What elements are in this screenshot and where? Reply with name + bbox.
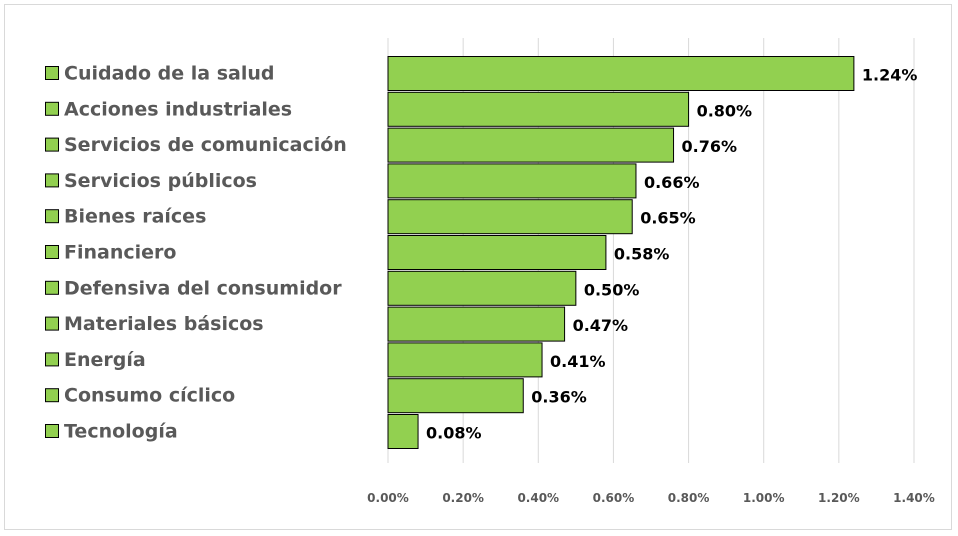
category-label: Energía bbox=[64, 349, 146, 371]
legend-swatch bbox=[45, 137, 59, 152]
value-label: 0.47% bbox=[573, 316, 629, 335]
value-label: 0.80% bbox=[697, 101, 753, 120]
value-label: 0.65% bbox=[640, 209, 696, 228]
bar bbox=[387, 378, 524, 414]
legend-swatch bbox=[45, 424, 59, 438]
category-label: Consumo cíclico bbox=[64, 385, 235, 407]
legend-swatch bbox=[45, 209, 59, 224]
value-label: 0.41% bbox=[550, 352, 606, 371]
x-tick-label: 1.00% bbox=[743, 491, 785, 505]
value-label: 0.66% bbox=[644, 173, 700, 192]
category-legend: Cuidado de la salud Acciones industriales… bbox=[45, 63, 347, 443]
category-label: Materiales básicos bbox=[64, 313, 264, 335]
legend-swatch bbox=[45, 388, 59, 403]
legend-swatch bbox=[45, 173, 59, 188]
value-labels: 1.24% 0.80% 0.76% 0.66% 0.65% 0.58% 0.50% 0.47%… bbox=[426, 66, 917, 443]
category-label: Acciones industriales bbox=[64, 98, 292, 120]
x-tick-label: 0.40% bbox=[517, 491, 559, 505]
bar bbox=[387, 127, 675, 163]
category-label: Tecnología bbox=[64, 421, 178, 443]
category-label: Defensiva del consumidor bbox=[64, 277, 342, 299]
value-label: 0.08% bbox=[426, 424, 482, 443]
x-tick-label: 0.20% bbox=[442, 491, 484, 505]
value-label: 0.50% bbox=[584, 280, 640, 299]
value-label: 0.36% bbox=[531, 388, 587, 407]
legend-swatch bbox=[45, 245, 59, 259]
legend-swatch bbox=[45, 101, 59, 116]
legend-swatch bbox=[45, 352, 59, 367]
bar bbox=[387, 56, 855, 91]
bars bbox=[387, 56, 855, 449]
category-label: Financiero bbox=[64, 242, 176, 264]
legend-swatch bbox=[45, 66, 59, 80]
bar bbox=[387, 306, 566, 342]
category-label: Servicios de comunicación bbox=[64, 134, 347, 156]
bar bbox=[387, 235, 607, 270]
x-axis-ticks: 0.00% 0.20% 0.40% 0.60% 0.80% 1.00% 1.20% 1.40% bbox=[367, 491, 935, 505]
x-tick-label: 0.00% bbox=[367, 491, 409, 505]
bar bbox=[387, 270, 577, 306]
bar bbox=[387, 163, 637, 199]
x-tick-label: 0.60% bbox=[593, 491, 635, 505]
bar bbox=[387, 342, 543, 378]
category-label: Cuidado de la salud bbox=[64, 63, 275, 85]
value-label: 0.58% bbox=[614, 245, 670, 264]
bar bbox=[387, 414, 419, 449]
value-label: 0.76% bbox=[682, 137, 738, 156]
x-tick-label: 1.40% bbox=[893, 491, 935, 505]
category-label: Bienes raíces bbox=[64, 206, 206, 228]
legend-swatch bbox=[45, 316, 59, 331]
category-label: Servicios públicos bbox=[64, 170, 257, 192]
legend-swatch bbox=[45, 280, 59, 295]
bar bbox=[387, 91, 690, 127]
x-tick-label: 1.20% bbox=[818, 491, 860, 505]
bar bbox=[387, 199, 633, 235]
value-label: 1.24% bbox=[862, 66, 918, 85]
x-tick-label: 0.80% bbox=[668, 491, 710, 505]
